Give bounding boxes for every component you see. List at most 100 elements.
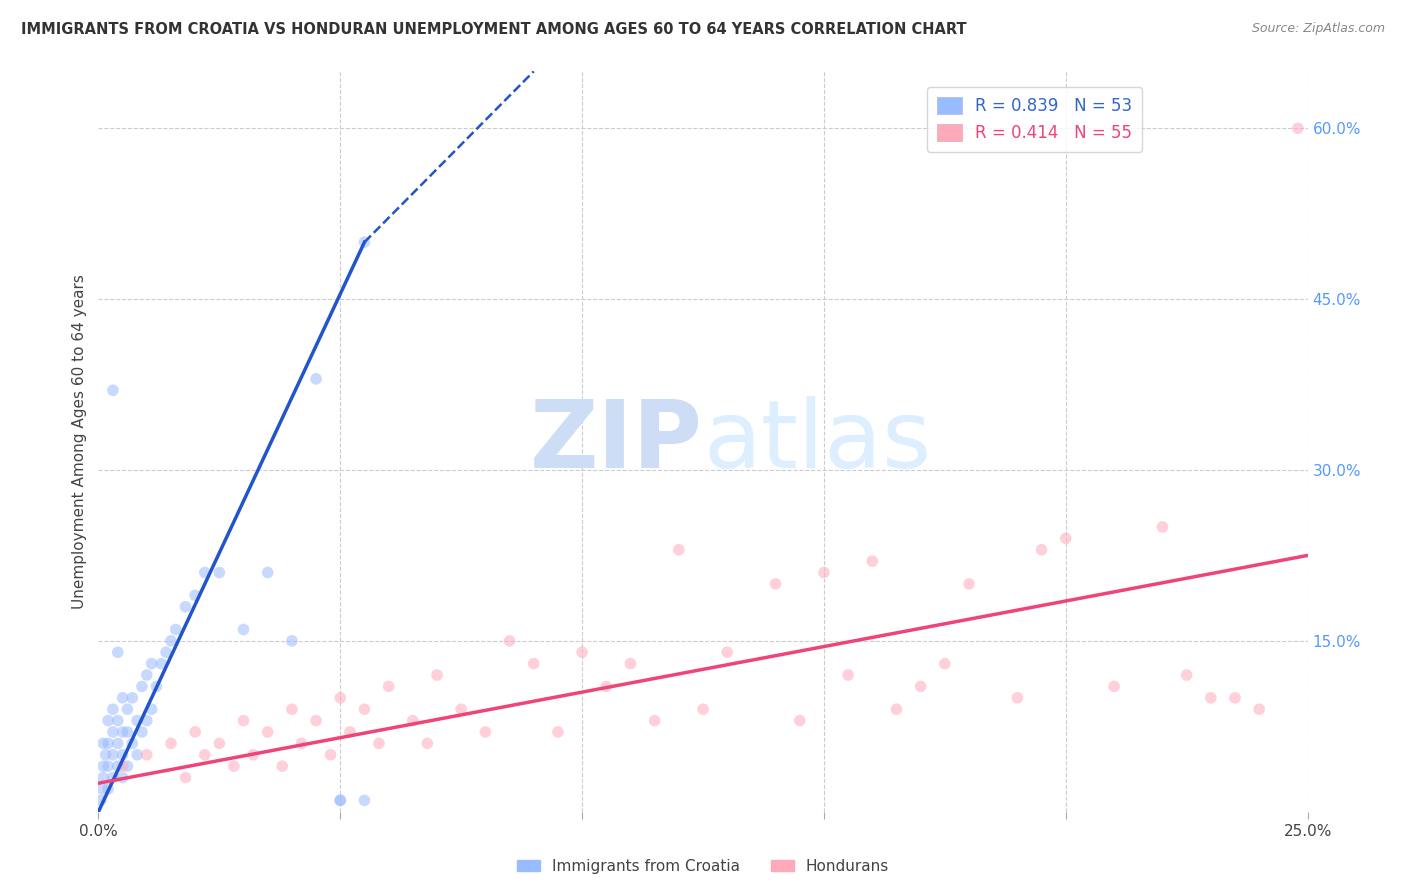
Point	[94, 747, 117, 762]
Point	[208, 566, 231, 580]
Point	[101, 725, 124, 739]
Point	[305, 714, 328, 728]
Point	[1175, 668, 1198, 682]
Point	[111, 690, 134, 705]
Point	[368, 736, 391, 750]
Point	[329, 793, 352, 807]
Point	[232, 623, 254, 637]
Point	[131, 725, 153, 739]
Point	[232, 714, 254, 728]
Point	[668, 542, 690, 557]
Y-axis label: Unemployment Among Ages 60 to 64 years: Unemployment Among Ages 60 to 64 years	[72, 274, 87, 609]
Point	[174, 771, 197, 785]
Point	[127, 714, 149, 728]
Point	[155, 645, 177, 659]
Point	[426, 668, 449, 682]
Text: atlas: atlas	[703, 395, 931, 488]
Point	[353, 702, 375, 716]
Point	[1102, 680, 1125, 694]
Point	[165, 623, 187, 637]
Point	[135, 714, 157, 728]
Point	[91, 736, 114, 750]
Point	[1152, 520, 1174, 534]
Point	[1199, 690, 1222, 705]
Point	[111, 725, 134, 739]
Point	[619, 657, 641, 671]
Point	[127, 747, 149, 762]
Point	[184, 588, 207, 602]
Point	[547, 725, 569, 739]
Point	[101, 747, 124, 762]
Point	[329, 690, 352, 705]
Point	[131, 680, 153, 694]
Point	[339, 725, 361, 739]
Point	[121, 690, 143, 705]
Point	[837, 668, 859, 682]
Point	[222, 759, 245, 773]
Point	[160, 736, 183, 750]
Point	[194, 566, 217, 580]
Point	[1286, 121, 1309, 136]
Point	[160, 633, 183, 648]
Point	[498, 633, 520, 648]
Legend: R = 0.839   N = 53, R = 0.414   N = 55: R = 0.839 N = 53, R = 0.414 N = 55	[927, 87, 1142, 152]
Point	[117, 725, 139, 739]
Point	[305, 372, 328, 386]
Point	[111, 759, 134, 773]
Point	[117, 759, 139, 773]
Point	[692, 702, 714, 716]
Point	[1031, 542, 1053, 557]
Point	[91, 759, 114, 773]
Point	[97, 781, 120, 796]
Point	[281, 633, 304, 648]
Text: ZIP: ZIP	[530, 395, 703, 488]
Point	[860, 554, 883, 568]
Point	[450, 702, 472, 716]
Point	[111, 771, 134, 785]
Point	[101, 771, 124, 785]
Point	[256, 566, 278, 580]
Point	[1054, 532, 1077, 546]
Point	[121, 736, 143, 750]
Point	[91, 771, 114, 785]
Point	[135, 747, 157, 762]
Legend: Immigrants from Croatia, Hondurans: Immigrants from Croatia, Hondurans	[510, 853, 896, 880]
Point	[571, 645, 593, 659]
Point	[319, 747, 342, 762]
Point	[97, 714, 120, 728]
Point	[353, 235, 375, 250]
Point	[141, 702, 163, 716]
Point	[644, 714, 666, 728]
Point	[523, 657, 546, 671]
Point	[107, 759, 129, 773]
Point	[194, 747, 217, 762]
Point	[789, 714, 811, 728]
Point	[1223, 690, 1246, 705]
Point	[90, 793, 112, 807]
Text: IMMIGRANTS FROM CROATIA VS HONDURAN UNEMPLOYMENT AMONG AGES 60 TO 64 YEARS CORRE: IMMIGRANTS FROM CROATIA VS HONDURAN UNEM…	[21, 22, 967, 37]
Point	[290, 736, 312, 750]
Point	[716, 645, 738, 659]
Point	[117, 702, 139, 716]
Point	[111, 747, 134, 762]
Point	[377, 680, 399, 694]
Point	[184, 725, 207, 739]
Point	[141, 657, 163, 671]
Point	[353, 793, 375, 807]
Point	[1249, 702, 1271, 716]
Text: Source: ZipAtlas.com: Source: ZipAtlas.com	[1251, 22, 1385, 36]
Point	[595, 680, 617, 694]
Point	[934, 657, 956, 671]
Point	[957, 577, 980, 591]
Point	[242, 747, 264, 762]
Point	[281, 702, 304, 716]
Point	[329, 793, 352, 807]
Point	[256, 725, 278, 739]
Point	[107, 714, 129, 728]
Point	[145, 680, 167, 694]
Point	[150, 657, 173, 671]
Point	[107, 736, 129, 750]
Point	[97, 736, 120, 750]
Point	[101, 702, 124, 716]
Point	[886, 702, 908, 716]
